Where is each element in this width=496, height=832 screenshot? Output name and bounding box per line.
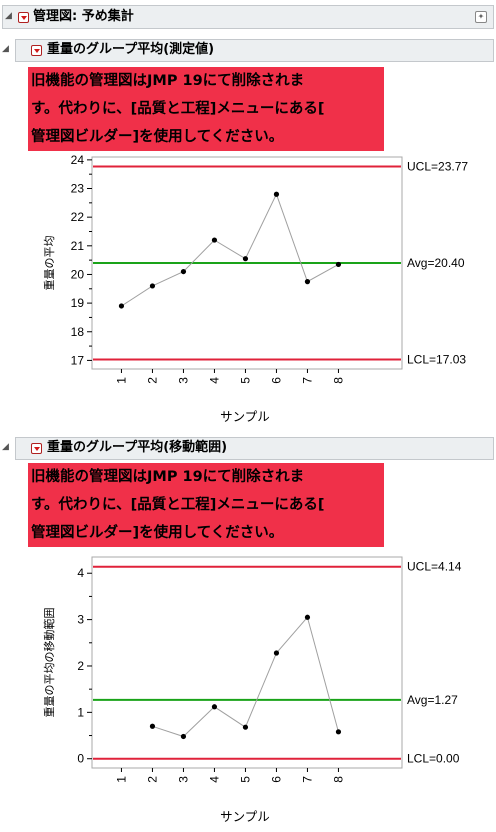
section-header-individual: ◢ 重量のグループ平均(測定値) [2, 39, 494, 62]
x-tick-label: 2 [145, 776, 159, 783]
pin-icon[interactable]: ✦ [475, 11, 487, 23]
x-tick-label: 7 [300, 377, 314, 384]
y-tick-label: 0 [77, 752, 84, 766]
report-title: 管理図: 予め集計 [33, 9, 134, 24]
warning-line: す。代わりに、[品質と工程]メニューにある[ [31, 497, 325, 513]
y-tick-label: 19 [71, 296, 85, 310]
y-tick-label: 17 [71, 353, 85, 367]
section-title: 重量のグループ平均(移動範囲) [47, 440, 228, 455]
lcl-label: LCL=0.00 [407, 752, 460, 766]
x-tick-label: 7 [300, 776, 314, 783]
warning-line: 管理図ビルダー]を使用してください。 [31, 129, 284, 145]
y-tick-label: 22 [71, 210, 85, 224]
x-tick-label: 1 [114, 776, 128, 783]
data-point [180, 268, 187, 275]
warning-line: 旧機能の管理図はJMP 19にて削除されま [31, 469, 305, 485]
red-triangle-menu-icon[interactable] [31, 45, 42, 56]
x-tick-label: 6 [269, 776, 283, 783]
y-tick-label: 20 [71, 267, 85, 281]
data-point [180, 733, 187, 740]
ucl-label: UCL=4.14 [407, 560, 462, 574]
x-tick-label: 3 [176, 377, 190, 384]
y-axis-label: 重量の平均の移動範囲 [42, 608, 56, 718]
y-tick-label: 3 [77, 613, 84, 627]
y-tick-label: 1 [77, 705, 84, 719]
x-tick-label: 8 [331, 377, 345, 384]
data-point [118, 303, 125, 309]
warning-line: 旧機能の管理図はJMP 19にて削除されま [31, 73, 305, 89]
data-point [304, 614, 311, 620]
data-point [273, 191, 280, 197]
y-tick-label: 18 [71, 325, 85, 339]
x-tick-label: 8 [331, 776, 345, 783]
red-triangle-menu-icon[interactable] [31, 443, 42, 454]
deprecation-warning: 旧機能の管理図はJMP 19にて削除されま す。代わりに、[品質と工程]メニュー… [28, 67, 384, 151]
warning-line: す。代わりに、[品質と工程]メニューにある[ [31, 101, 325, 117]
collapse-triangle-icon[interactable]: ◢ [2, 44, 9, 54]
report-header: ◢ 管理図: 予め集計 ✦ [2, 5, 494, 29]
data-point [273, 650, 280, 656]
control-chart-moving-range: 0 1 2 3 4 1 2 3 4 5 6 7 8 UCL=4.14 Avg=1.27 LCL=0.00 サンプ… [42, 556, 462, 824]
y-tick-label: 2 [77, 659, 84, 673]
x-tick-label: 2 [145, 377, 159, 384]
y-tick-label: 23 [71, 182, 85, 196]
red-triangle-menu-icon[interactable] [18, 12, 29, 23]
x-tick-label: 5 [238, 776, 252, 783]
data-point [242, 256, 249, 262]
deprecation-warning: 旧機能の管理図はJMP 19にて削除されま す。代わりに、[品質と工程]メニュー… [28, 463, 384, 547]
x-tick-label: 5 [238, 377, 252, 384]
data-point [304, 279, 311, 285]
x-tick-label: 3 [176, 776, 190, 783]
avg-label: Avg=20.40 [407, 256, 465, 270]
ucl-label: UCL=23.77 [407, 159, 468, 173]
data-point [211, 237, 218, 243]
data-point [211, 704, 218, 710]
y-tick-label: 4 [77, 566, 84, 580]
y-tick-label: 24 [71, 153, 85, 167]
collapse-triangle-icon[interactable]: ◢ [2, 442, 9, 452]
y-axis-label: 重量の平均 [42, 236, 56, 291]
series-line [121, 192, 339, 307]
data-point [149, 283, 156, 289]
avg-label: Avg=1.27 [407, 693, 458, 707]
section-header-moving-range: ◢ 重量のグループ平均(移動範囲) [2, 437, 494, 460]
collapse-triangle-icon[interactable]: ◢ [5, 11, 12, 21]
lcl-label: LCL=17.03 [407, 353, 466, 367]
section-title: 重量のグループ平均(測定値) [47, 42, 215, 57]
data-point [242, 724, 249, 730]
x-tick-label: 4 [207, 776, 221, 783]
x-axis-label: サンプル [220, 410, 270, 424]
data-point [335, 729, 342, 735]
x-axis-label: サンプル [220, 810, 270, 824]
x-tick-label: 6 [269, 377, 283, 384]
plot-frame [91, 556, 403, 769]
data-point [149, 723, 156, 729]
data-point [335, 261, 342, 268]
x-tick-label: 1 [114, 377, 128, 384]
x-tick-label: 4 [207, 377, 221, 384]
warning-line: 管理図ビルダー]を使用してください。 [31, 525, 284, 541]
y-tick-label: 21 [71, 239, 85, 253]
